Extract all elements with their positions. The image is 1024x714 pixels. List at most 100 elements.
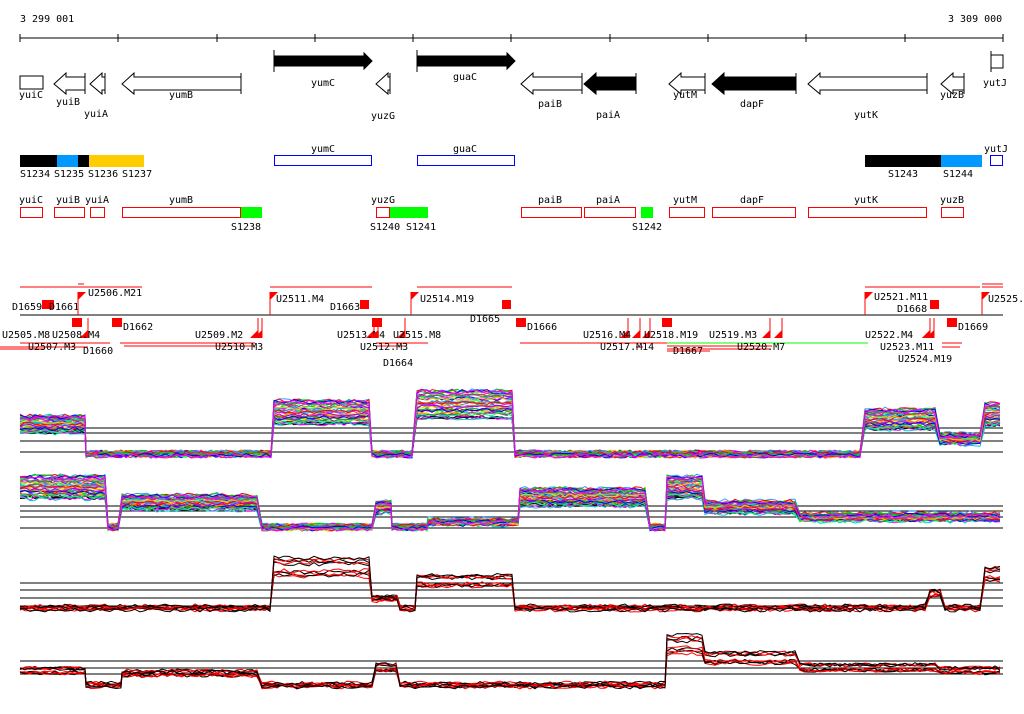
signal-line xyxy=(19,415,1001,456)
segment-S1243[interactable]: S1243 xyxy=(865,155,941,180)
cds-paiB[interactable]: paiB xyxy=(521,195,582,218)
gene-yuiB[interactable]: yuiB xyxy=(53,71,86,108)
feature-block-marker xyxy=(112,318,122,327)
gene-yuzG[interactable]: yuzG xyxy=(371,71,395,122)
feature-label: D1660 xyxy=(83,346,113,357)
feature-U2516.M4[interactable]: U2516.M4 xyxy=(583,318,631,341)
cds-S1240[interactable]: S1240 xyxy=(370,207,407,233)
feature-D1660[interactable]: D1660 xyxy=(72,318,113,357)
feature-U2508.M4[interactable]: U2508.M4 xyxy=(52,318,100,341)
cds-yuiB[interactable]: yuiB xyxy=(54,195,85,218)
segment-S1236[interactable]: S1236 xyxy=(78,155,118,180)
ruler: 3 299 001 3 309 000 xyxy=(19,14,1004,42)
cds-label: yumB xyxy=(169,195,193,206)
gene-label: yuiB xyxy=(56,97,80,108)
feature-U2517.M14[interactable]: U2517.M14 xyxy=(600,318,654,353)
cds-green-block xyxy=(407,207,428,218)
feature-D1666[interactable]: D1666 xyxy=(516,318,557,333)
feature-U2511.M4[interactable]: U2511.M4 xyxy=(269,292,324,315)
feature-D1662[interactable]: D1662 xyxy=(112,318,153,333)
segment-S1235[interactable]: S1235 xyxy=(54,155,84,180)
cds-yuzG[interactable]: yuzG xyxy=(371,195,395,218)
gene-paiA[interactable]: paiA xyxy=(583,71,637,121)
cds-green-block xyxy=(241,207,262,218)
feature-D1668[interactable]: D1668 xyxy=(897,300,939,315)
signal-line xyxy=(19,414,1001,455)
gene-yumB[interactable]: yumB xyxy=(121,71,242,101)
feature-label: D1664 xyxy=(383,358,413,369)
feature-D1667[interactable]: D1667 xyxy=(662,318,703,357)
cds-S1241[interactable]: S1241 xyxy=(406,207,436,233)
cds-label: yuiA xyxy=(85,195,109,206)
feature-D1661[interactable]: D1661 xyxy=(45,300,79,313)
gene-arrow-forward xyxy=(416,51,516,71)
feature-U2515.M8[interactable]: U2515.M8 xyxy=(393,318,441,341)
feature-label: U2522.M4 xyxy=(865,330,913,341)
segment-label: yutJ xyxy=(984,144,1008,155)
feature-label: U2511.M4 xyxy=(276,294,324,305)
gene-paiB[interactable]: paiB xyxy=(520,71,583,110)
gene-yuzB[interactable]: yuzB xyxy=(940,71,965,101)
segment-S1237[interactable]: S1237 xyxy=(89,155,152,180)
feature-U2514.M19[interactable]: U2514.M19 xyxy=(410,292,474,315)
gene-yumC[interactable]: yumC xyxy=(273,50,373,89)
cds-box xyxy=(376,207,390,218)
cds-box xyxy=(90,207,105,218)
gene-label: yuiA xyxy=(84,109,108,120)
gene-box xyxy=(19,75,44,90)
feature-U2518.M19[interactable]: U2518.M19 xyxy=(642,318,698,341)
segment-yutJ[interactable]: yutJ xyxy=(984,144,1008,166)
segment-track: S1234 S1235 S1236 S1237 yumC guaC S1243 S1244 yu… xyxy=(20,144,1008,180)
segment-label: S1235 xyxy=(54,169,84,180)
cds-box xyxy=(712,207,796,218)
feature-U2510.M3[interactable]: U2510.M3 xyxy=(215,318,263,353)
segment-yumC[interactable]: yumC xyxy=(274,144,372,166)
feature-D1665[interactable]: D1665 xyxy=(470,300,511,325)
feature-label: U2524.M19 xyxy=(898,354,952,365)
feature-U2521.M11[interactable]: U2521.M11 xyxy=(864,292,928,315)
feature-U2519.M3[interactable]: U2519.M3 xyxy=(709,318,771,341)
gene-yutJ[interactable]: yutJ xyxy=(983,51,1007,89)
signal-line xyxy=(19,636,1001,687)
gene-yuiA[interactable]: yuiA xyxy=(84,71,108,120)
gene-label: guaC xyxy=(453,72,477,83)
cds-yuiC[interactable]: yuiC xyxy=(19,195,43,218)
feature-flag-marker xyxy=(632,330,640,338)
feature-D1669[interactable]: D1669 xyxy=(947,318,988,333)
cds-dapF[interactable]: dapF xyxy=(712,195,796,218)
feature-D1663[interactable]: D1663 xyxy=(330,300,369,313)
feature-U2520.M7[interactable]: U2520.M7 xyxy=(737,318,785,353)
segment-bar xyxy=(865,155,941,167)
cds-yuiA[interactable]: yuiA xyxy=(85,195,109,218)
gene-arrow-reverse xyxy=(53,71,86,96)
cds-S1238[interactable]: S1238 xyxy=(231,207,262,233)
cds-yumB[interactable]: yumB xyxy=(122,195,241,218)
gene-yutK[interactable]: yutK xyxy=(807,71,928,121)
feature-U2524.M19[interactable]: U2524.M19 xyxy=(898,318,952,365)
signal-line xyxy=(20,557,1001,612)
cds-track: yuiC yuiB yuiA yumB S1238 yuzG S1240 S1241 paiB p… xyxy=(19,195,964,233)
cds-paiA[interactable]: paiA xyxy=(584,195,636,218)
feature-label: U2520.M7 xyxy=(737,342,785,353)
feature-U2525.[interactable]: U2525. xyxy=(981,292,1024,315)
feature-D1664[interactable]: D1664 xyxy=(372,318,413,369)
cds-S1242[interactable]: S1242 xyxy=(632,207,662,233)
gene-label: yutK xyxy=(854,110,878,121)
segment-guaC[interactable]: guaC xyxy=(417,144,515,166)
feature-U2506.M21[interactable]: U2506.M21 xyxy=(77,288,142,315)
cds-yutM[interactable]: yutM xyxy=(669,195,705,218)
feature-U2522.M4[interactable]: U2522.M4 xyxy=(865,318,931,341)
cds-yuzB[interactable]: yuzB xyxy=(940,195,964,218)
gene-yuiC[interactable]: yuiC xyxy=(19,75,44,101)
feature-U2509.M2[interactable]: U2509.M2 xyxy=(195,318,259,341)
gene-dapF[interactable]: dapF xyxy=(711,71,797,110)
gene-guaC[interactable]: guaC xyxy=(416,50,516,83)
feature-flag-marker xyxy=(642,330,650,338)
segment-S1244[interactable]: S1244 xyxy=(941,155,982,180)
feature-flag-marker xyxy=(370,330,378,338)
gene-arrow-reverse xyxy=(583,71,637,96)
segment-S1234[interactable]: S1234 xyxy=(20,155,57,180)
cds-yutK[interactable]: yutK xyxy=(808,195,927,218)
gene-yutM[interactable]: yutM xyxy=(668,71,706,101)
